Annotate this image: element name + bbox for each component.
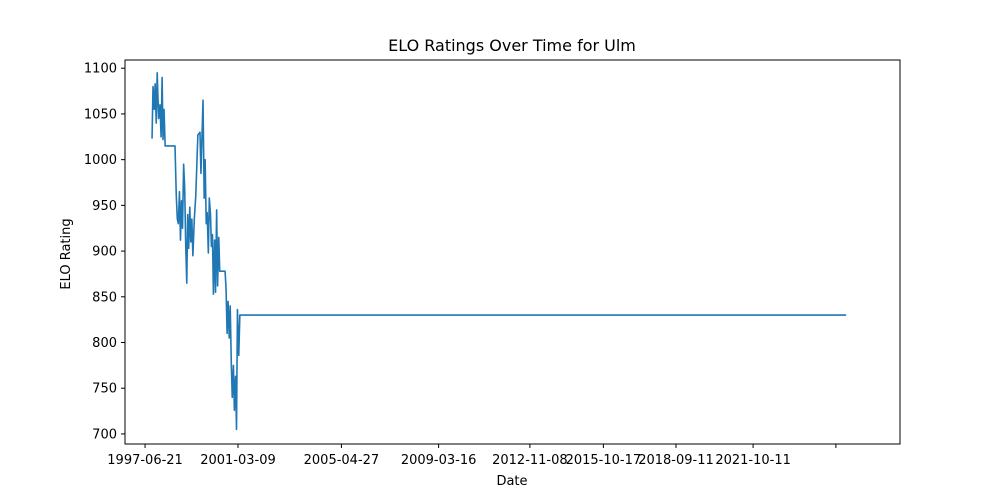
y-tick-label: 1000 (84, 153, 117, 168)
y-tick-label: 850 (92, 290, 117, 305)
x-axis-label: Date (496, 474, 527, 489)
x-tick-label: 2005-04-27 (304, 453, 380, 468)
x-tick-label: 2012-11-08 (492, 453, 568, 468)
y-tick-label: 700 (92, 427, 117, 442)
y-tick-label: 1050 (84, 107, 117, 122)
y-axis: 700 750 800 850 900 950 1000 1050 1100 (84, 62, 125, 442)
x-tick-label: 2001-03-09 (200, 453, 276, 468)
y-tick-label: 750 (92, 382, 117, 397)
x-tick-label: 2018-09-11 (638, 453, 714, 468)
y-tick-label: 900 (92, 245, 117, 260)
x-tick-label: 1997-06-21 (107, 453, 183, 468)
y-axis-label: ELO Rating (59, 218, 74, 289)
x-axis: 1997-06-21 2001-03-09 2005-04-27 2009-03-16… (107, 444, 837, 468)
y-tick-label: 800 (92, 336, 117, 351)
y-tick-label: 1100 (84, 62, 117, 77)
x-tick-label: 2009-03-16 (401, 453, 477, 468)
x-tick-label: 2021-10-11 (715, 453, 791, 468)
axes-frame (124, 59, 901, 445)
series-line-0 (151, 72, 847, 431)
plot-area (151, 72, 847, 431)
x-tick-label: 2015-10-17 (566, 453, 642, 468)
chart-title: ELO Ratings Over Time for Ulm (388, 36, 636, 55)
y-tick-label: 950 (92, 199, 117, 214)
